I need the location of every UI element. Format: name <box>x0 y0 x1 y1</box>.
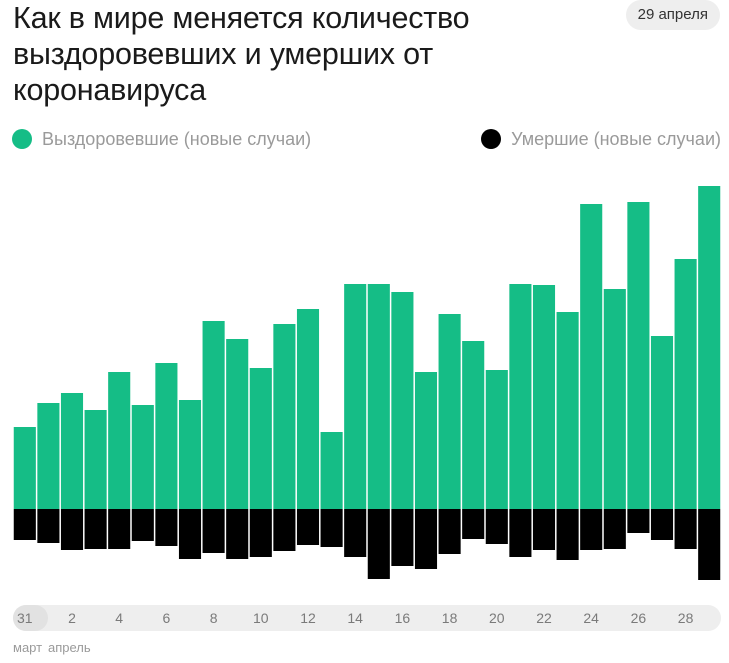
x-tick-label-18: 18 <box>441 610 458 626</box>
legend-deaths-label: Умершие (новые случаи) <box>511 128 721 149</box>
deaths-bar-18 <box>438 509 461 554</box>
recovered-bar-19 <box>462 341 485 509</box>
x-tick-label-20: 20 <box>489 610 505 626</box>
x-tick-label-14: 14 <box>347 610 363 626</box>
recovered-bar-3 <box>84 410 107 509</box>
deaths-bar-20 <box>485 509 508 544</box>
deaths-bar-25 <box>603 509 626 549</box>
legend-deaths: Умершие (новые случаи) <box>481 127 721 151</box>
deaths-bar-1 <box>37 509 60 543</box>
recovered-bar-21 <box>509 284 532 509</box>
date-badge: 29 апреля <box>625 0 720 30</box>
recovered-bar-23 <box>556 312 579 509</box>
deaths-bar-28 <box>674 509 697 549</box>
recovered-bar-7 <box>178 400 202 509</box>
bar-chart <box>13 186 721 580</box>
recovered-bar-11 <box>273 324 296 509</box>
recovered-bar-13 <box>320 432 343 509</box>
deaths-bar-6 <box>155 509 178 546</box>
recovered-bar-25 <box>603 289 626 509</box>
x-tick-label-12: 12 <box>300 610 316 626</box>
chart-title: Как в мире меняется количество выздорове… <box>13 1 470 107</box>
recovered-bar-14 <box>344 284 367 509</box>
deaths-bar-12 <box>296 509 320 545</box>
recovered-bar-10 <box>249 368 272 509</box>
x-tick-label-8: 8 <box>209 610 218 626</box>
recovered-bar-31 <box>13 427 36 509</box>
recovered-bar-28 <box>674 259 697 509</box>
recovered-bar-4 <box>108 372 131 509</box>
recovered-bar-22 <box>532 285 556 509</box>
deaths-bar-3 <box>84 509 107 549</box>
deaths-bar-13 <box>320 509 343 547</box>
x-axis-pill: 31 2 4 6 8 10 12 14 16 18 20 22 24 26 28 <box>13 605 721 631</box>
x-tick-label-24: 24 <box>583 610 599 626</box>
recovered-bar-26 <box>627 202 650 509</box>
legend-recovered-label: Выздоровевшие (новые случаи) <box>42 128 312 149</box>
deaths-bar-27 <box>650 509 674 540</box>
month-label-april: апрель <box>48 640 91 655</box>
recovered-bar-9 <box>226 339 249 509</box>
recovered-bar-12 <box>296 309 320 509</box>
month-label-march: март <box>13 640 43 655</box>
deaths-bar-11 <box>273 509 296 551</box>
recovered-bar-1 <box>37 403 60 509</box>
deaths-bar-8 <box>202 509 225 553</box>
recovered-bar-24 <box>580 204 603 509</box>
x-tick-label-6: 6 <box>162 610 171 626</box>
legend-recovered-swatch <box>12 129 32 149</box>
legend-deaths-swatch <box>481 129 502 149</box>
deaths-bar-9 <box>226 509 249 559</box>
x-axis-first-segment <box>13 605 48 631</box>
recovered-bar-27 <box>650 336 674 509</box>
recovered-bar-6 <box>155 363 178 509</box>
x-tick-label-16: 16 <box>394 610 411 626</box>
recovered-bar-2 <box>60 393 84 509</box>
deaths-bar-26 <box>627 509 650 533</box>
deaths-bar-14 <box>344 509 367 557</box>
recovered-bar-17 <box>414 372 438 509</box>
recovered-bar-8 <box>202 321 225 509</box>
deaths-bar-23 <box>556 509 579 560</box>
deaths-bar-17 <box>414 509 438 569</box>
deaths-bar-16 <box>391 509 414 566</box>
x-tick-label-10: 10 <box>253 610 269 626</box>
deaths-bar-19 <box>462 509 485 539</box>
x-tick-label-4: 4 <box>115 610 124 626</box>
x-tick-label-2: 2 <box>68 610 76 626</box>
recovered-bar-29 <box>698 186 721 509</box>
deaths-bar-4 <box>108 509 131 549</box>
deaths-bar-31 <box>13 509 36 540</box>
x-tick-label-31: 31 <box>17 610 33 626</box>
deaths-bar-2 <box>60 509 84 550</box>
x-tick-label-26: 26 <box>630 610 647 626</box>
deaths-bar-29 <box>698 509 721 580</box>
deaths-bar-15 <box>367 509 390 579</box>
recovered-bar-5 <box>131 405 154 509</box>
recovered-bar-18 <box>438 314 461 509</box>
recovered-bar-20 <box>485 370 508 509</box>
x-tick-label-28: 28 <box>677 610 694 626</box>
deaths-bar-7 <box>178 509 202 559</box>
deaths-bar-5 <box>131 509 154 541</box>
x-tick-label-22: 22 <box>536 610 552 626</box>
deaths-bar-22 <box>532 509 556 550</box>
recovered-bar-15 <box>367 284 390 509</box>
deaths-bar-24 <box>580 509 603 550</box>
recovered-bar-16 <box>391 292 414 509</box>
legend-recovered: Выздоровевшие (новые случаи) <box>12 127 311 151</box>
deaths-bar-21 <box>509 509 532 557</box>
deaths-bar-10 <box>249 509 272 557</box>
